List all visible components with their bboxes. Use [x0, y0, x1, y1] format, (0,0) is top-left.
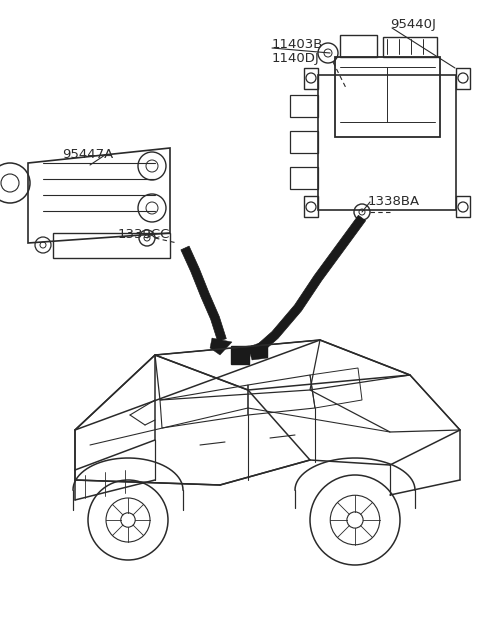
Polygon shape — [231, 346, 249, 364]
Polygon shape — [181, 246, 226, 341]
Text: 95440J: 95440J — [390, 18, 436, 31]
Text: 1140DJ: 1140DJ — [272, 52, 320, 65]
Polygon shape — [248, 340, 268, 360]
Text: 1339CC: 1339CC — [118, 228, 170, 241]
Polygon shape — [210, 338, 232, 355]
Text: 11403B: 11403B — [272, 38, 324, 51]
Text: 95447A: 95447A — [62, 148, 113, 161]
Text: 1338BA: 1338BA — [368, 195, 420, 208]
Polygon shape — [255, 215, 366, 354]
